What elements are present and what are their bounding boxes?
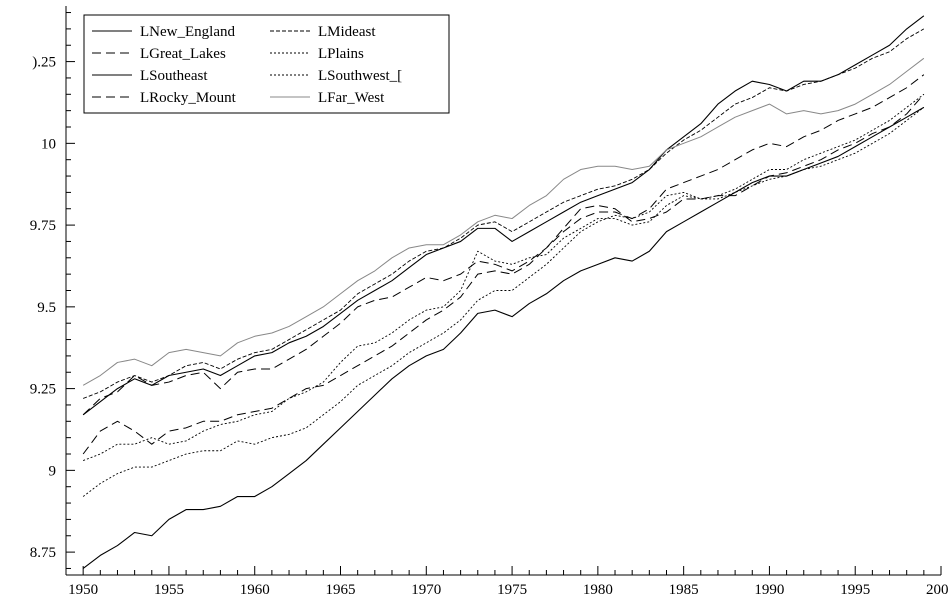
y-tick-label: 8.75 [30,545,56,561]
series-line-lfar-west [82,57,925,386]
x-tick-label: 1985 [669,582,699,598]
x-tick-label: 1980 [583,582,613,598]
series-line-lsouthwest [82,107,925,497]
legend-box [83,14,450,114]
x-tick-label: 1965 [326,582,356,598]
x-tick-label: 1970 [411,582,441,598]
series-line-lrocky-mount [82,93,925,455]
series-line-lnew-england [82,15,925,416]
axes: 1950 1955 1960 1965 1970 1975 1980 1985 1990 1995… [30,6,949,598]
y-tick-label: 9.75 [30,218,56,234]
legend-label: LPlains [318,46,364,62]
series-line-lmideast [82,28,925,399]
x-tick-label: 1990 [754,582,784,598]
series-line-lplains [82,93,925,461]
legend: LNew_England LGreat_Lakes LSoutheast LRocky… [83,14,450,114]
x-tick-label: 1975 [497,582,527,598]
series-line-lsoutheast [82,106,925,569]
legend-label: LFar_West [318,90,385,106]
x-tick-label: 1955 [154,582,184,598]
series-line-lgreat-lakes [82,74,925,416]
y-tick-label: 9 [49,463,57,479]
y-tick-label: 9.25 [30,382,56,398]
x-tick-label: 2000 [926,582,949,598]
x-tick-label: 1960 [240,582,270,598]
y-tick-label: 9.5 [37,300,56,316]
x-tick-label: 1950 [68,582,98,598]
x-tick-label: 1995 [840,582,870,598]
y-tick-label: 10 [41,136,56,152]
series-lines [82,15,925,569]
legend-label: LRocky_Mount [140,90,237,106]
y-tick-label: ).25 [32,55,56,71]
legend-label: LSoutheast [140,68,208,84]
legend-label: LSouthwest_[ [318,68,402,84]
legend-label: LGreat_Lakes [140,46,226,62]
legend-label: LNew_England [140,24,235,40]
legend-label: LMideast [318,24,376,40]
